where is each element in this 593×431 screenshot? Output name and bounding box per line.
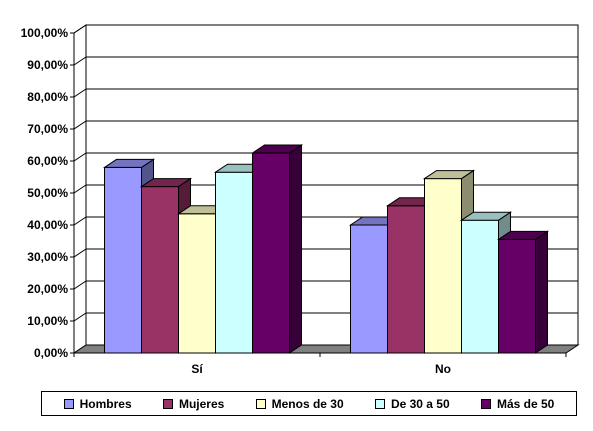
legend-label: Más de 50 (496, 396, 555, 411)
legend-swatch (162, 398, 173, 409)
y-tick-label: 60,00% (27, 154, 68, 168)
y-tick-label: 30,00% (27, 250, 68, 264)
gridline (73, 184, 578, 194)
y-tick-label: 40,00% (27, 218, 68, 232)
y-tick-label: 0,00% (34, 346, 68, 360)
bar-top (102, 158, 156, 168)
bar-front (252, 152, 290, 354)
gridline (73, 24, 578, 34)
bar (250, 144, 304, 354)
x-category-label: No (435, 362, 451, 376)
bar-side (289, 144, 302, 354)
legend-swatch (63, 398, 74, 409)
y-tick-label: 50,00% (27, 186, 68, 200)
y-tick-label: 90,00% (27, 58, 68, 72)
bar-front (141, 186, 179, 354)
bar-front (104, 166, 142, 354)
legend-swatch (374, 398, 385, 409)
bar-front (498, 238, 536, 354)
bar-top (422, 170, 476, 180)
legend-label: Mujeres (178, 396, 225, 411)
bar-top (459, 211, 513, 221)
legend-item: De 30 a 50 (374, 396, 450, 411)
legend-item: Mujeres (162, 396, 225, 411)
bar (496, 230, 550, 354)
bars (102, 144, 550, 354)
legend-item: Más de 50 (480, 396, 555, 411)
legend-swatch (255, 398, 266, 409)
y-tick-label: 80,00% (27, 90, 68, 104)
gridline (73, 152, 578, 162)
bar-front (350, 224, 388, 354)
bar-front (215, 171, 253, 354)
y-tick-label: 20,00% (27, 282, 68, 296)
legend-label: De 30 a 50 (390, 396, 450, 411)
x-category-label: Sí (191, 362, 203, 376)
bar-top (250, 144, 304, 154)
bar-side (535, 230, 548, 354)
gridline (73, 56, 578, 66)
bar-front (461, 219, 499, 354)
legend-item: Menos de 30 (255, 396, 344, 411)
legend-swatch (480, 398, 491, 409)
legend-item: Hombres (63, 396, 132, 411)
legend: Hombres Mujeres Menos de 30 De 30 a 50 Más d… (41, 391, 577, 416)
legend-label: Menos de 30 (271, 396, 344, 411)
bar-front (424, 178, 462, 354)
y-axis-ticks: 0,00% 10,00% 20,00% 30,00% 40,00% 50,00% 60,00… (21, 26, 75, 360)
gridline (73, 88, 578, 98)
bar-front (178, 213, 216, 354)
y-tick-label: 70,00% (27, 122, 68, 136)
bar-top (496, 230, 550, 240)
x-axis-categories: Sí No (73, 353, 567, 376)
y-tick-label: 10,00% (27, 314, 68, 328)
legend-label: Hombres (79, 396, 132, 411)
bar-top (139, 178, 193, 188)
gridline (73, 120, 578, 130)
bar-front (387, 205, 425, 354)
y-tick-label: 100,00% (21, 26, 69, 40)
